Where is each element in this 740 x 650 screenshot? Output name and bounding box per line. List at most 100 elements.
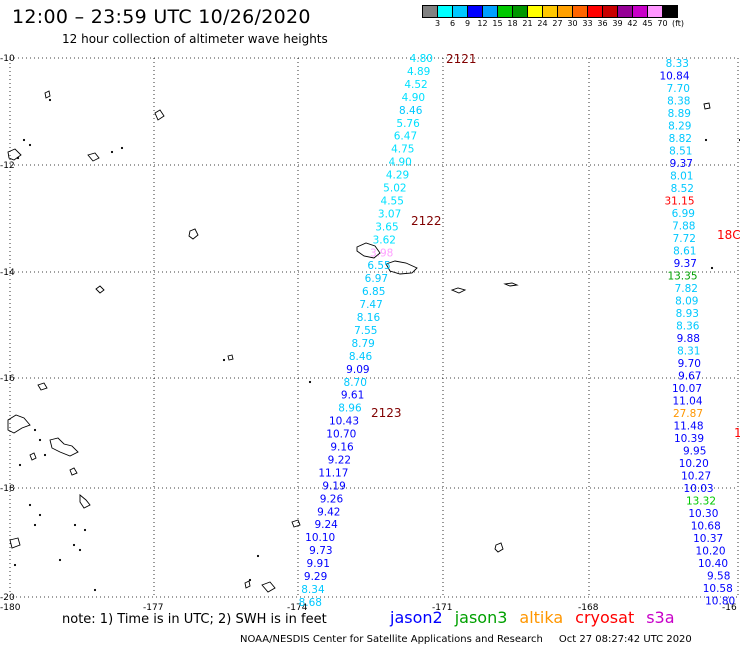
x-tick-label: -171 xyxy=(432,603,452,613)
island-niue xyxy=(494,542,504,553)
map-frame xyxy=(9,57,739,598)
pass-label: 2123 xyxy=(371,406,402,420)
wave-height-value: 10.80 xyxy=(705,596,735,608)
island-dot xyxy=(33,428,37,432)
colorbar-label: 39 xyxy=(612,19,623,28)
wave-height-value: 10.07 xyxy=(672,383,702,395)
island-dot xyxy=(72,543,76,547)
island-dot xyxy=(28,143,32,147)
island-small-5 xyxy=(44,90,51,99)
island-dot xyxy=(78,548,82,552)
wave-height-value: 8.31 xyxy=(677,346,700,358)
wave-height-value: 10.43 xyxy=(329,416,359,428)
island-small-4 xyxy=(7,148,22,161)
x-tick-label: -174 xyxy=(287,603,308,613)
island-futuna xyxy=(95,285,105,294)
legend-item-jason3: jason3 xyxy=(454,608,508,627)
colorbar-label: 33 xyxy=(582,19,593,28)
island-tonga-haapai xyxy=(244,580,251,589)
colorbar-label: 12 xyxy=(477,19,488,28)
wave-height-value: 9.58 xyxy=(707,571,730,583)
wave-height-value: 5.76 xyxy=(396,118,420,130)
wave-height-value: 10.37 xyxy=(693,533,723,545)
wave-height-value: 27.87 xyxy=(673,408,703,420)
colorbar-label: 15 xyxy=(492,19,503,28)
wave-height-value: 11.04 xyxy=(672,396,702,408)
generation-timestamp: Oct 27 08:27:42 UTC 2020 xyxy=(558,634,692,645)
wave-height-value: 9.16 xyxy=(330,442,354,454)
island-wallis xyxy=(188,228,199,240)
wave-height-value: 10.30 xyxy=(688,508,718,520)
satellite-legend: jason2 jason3 altika cryosat s3a xyxy=(390,608,687,627)
wave-height-value: 7.55 xyxy=(354,325,377,337)
wave-height-value: 10.39 xyxy=(674,433,704,445)
wave-height-value: 9.91 xyxy=(307,558,330,570)
wave-height-value: 3.65 xyxy=(375,221,398,233)
colorbar-label: 36 xyxy=(597,19,608,28)
island-small-8 xyxy=(29,452,37,461)
wave-height-value: 9.67 xyxy=(678,371,701,383)
wave-height-value: 3.62 xyxy=(373,234,396,246)
island-upolu xyxy=(385,260,418,275)
island-dot xyxy=(28,503,32,507)
island-dot xyxy=(33,523,37,527)
wave-height-value: 7.82 xyxy=(675,283,698,295)
wave-height-value: 10.20 xyxy=(679,458,709,470)
axis-tick-labels: -180 -177 -174 -171 -168 -16 -10 -12 -14 -16 -18 -2… xyxy=(0,54,737,613)
wave-height-value: 8.16 xyxy=(357,312,381,324)
lat-lon-grid xyxy=(9,57,739,598)
wave-height-value: 8.33 xyxy=(666,58,689,70)
wave-height-value: 10.70 xyxy=(326,429,356,441)
colorbar-label: 9 xyxy=(464,19,471,28)
credit-agency: NOAA/NESDIS Center for Satellite Applica… xyxy=(240,634,543,645)
colorbar-unit: (ft) xyxy=(672,19,685,28)
wave-height-value: 8.09 xyxy=(675,296,698,308)
colorbar-cell xyxy=(662,5,678,18)
island-fiji-taveuni xyxy=(49,437,79,457)
wave-height-value: 9.29 xyxy=(304,571,327,583)
wave-height-value: 4.90 xyxy=(388,157,411,169)
legend-item-cryosat: cryosat xyxy=(575,608,635,627)
wave-height-value: 9.95 xyxy=(683,446,706,458)
island-savaii xyxy=(356,242,381,259)
y-tick-label: -10 xyxy=(0,54,15,64)
wave-height-value: 9.22 xyxy=(328,454,351,466)
x-tick-label: -16 xyxy=(722,603,737,613)
island-dot xyxy=(110,150,114,154)
wave-height-value: 6.47 xyxy=(394,131,417,143)
island-dot xyxy=(248,578,252,582)
wave-height-value: 9.37 xyxy=(674,258,697,270)
wave-height-value: 6.55 xyxy=(367,260,390,272)
wave-height-value: 5.02 xyxy=(383,183,406,195)
wave-height-value: 10.40 xyxy=(698,558,728,570)
wave-height-value: 8.61 xyxy=(673,246,696,258)
wave-height-value: 3.98 xyxy=(370,247,393,259)
wave-height-value: 8.96 xyxy=(338,403,362,415)
island-dot xyxy=(22,138,26,142)
wave-height-value: 4.52 xyxy=(404,79,427,91)
pass-label: 2122 xyxy=(411,214,442,228)
wave-height-value: 6.85 xyxy=(362,286,385,298)
wave-height-value: 4.75 xyxy=(391,144,414,156)
wave-height-value: 8.68 xyxy=(299,597,322,609)
colorbar-label: 6 xyxy=(449,19,456,28)
island-dot xyxy=(308,380,312,384)
colorbar-label: 42 xyxy=(627,19,638,28)
wave-height-value: 8.93 xyxy=(676,308,699,320)
island-small-1 xyxy=(503,282,519,287)
wave-height-value: 13.32 xyxy=(686,496,716,508)
wave-height-value: 8.29 xyxy=(668,121,691,133)
island-dot xyxy=(222,358,226,362)
wave-height-value: 8.01 xyxy=(670,171,693,183)
island-fiji-south xyxy=(9,537,21,549)
wave-height-value: 8.89 xyxy=(668,108,691,120)
colorbar-label: 45 xyxy=(642,19,653,28)
wave-height-value: 8.34 xyxy=(301,584,325,596)
wave-height-value: 8.79 xyxy=(351,338,374,350)
legend-item-jason2: jason2 xyxy=(390,608,443,627)
wave-height-value: 9.09 xyxy=(346,364,369,376)
wave-height-value: 9.88 xyxy=(677,333,700,345)
colorbar-label: 24 xyxy=(537,19,548,28)
color-scale-legend: 3 6 9 12 15 18 21 24 27 30 33 36 39 42 45 70 (ft) xyxy=(422,5,684,28)
altimeter-track-jason2: 8.3310.847.708.388.898.298.828.519.378.0… xyxy=(659,58,735,608)
